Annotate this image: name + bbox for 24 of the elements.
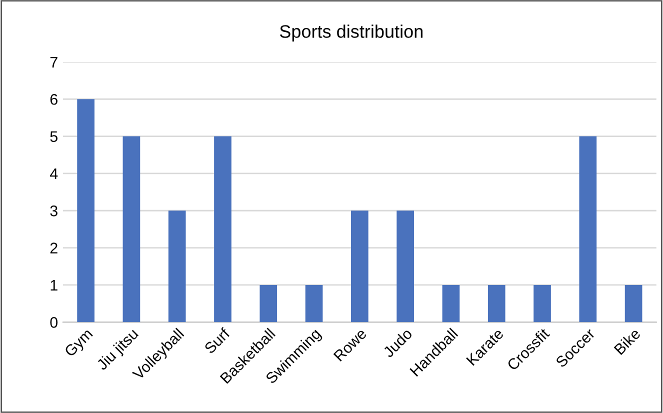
bar [122,136,140,322]
bar [351,210,368,322]
bar [579,136,597,322]
bar [488,284,506,322]
y-tick-label: 3 [50,206,58,216]
y-tick-label: 7 [50,56,58,68]
y-tick-label: 6 [50,94,58,105]
y-tick-label: 0 [50,317,58,328]
bar [77,99,94,322]
bar [260,284,278,322]
bar [396,210,414,322]
y-tick-label: 2 [50,242,58,254]
y-tick-label: 1 [50,280,58,291]
bar [442,284,460,322]
bar [305,284,323,322]
bar [534,284,551,322]
bar [624,284,642,322]
y-tick-label: 5 [50,131,58,142]
x-tick-label: Gym [64,328,96,360]
chart-title: Sports distribution [280,24,422,42]
y-tick-label: 4 [50,168,58,179]
bar [168,210,186,322]
bar [214,136,232,322]
x-tick-label: Bike [613,327,642,356]
